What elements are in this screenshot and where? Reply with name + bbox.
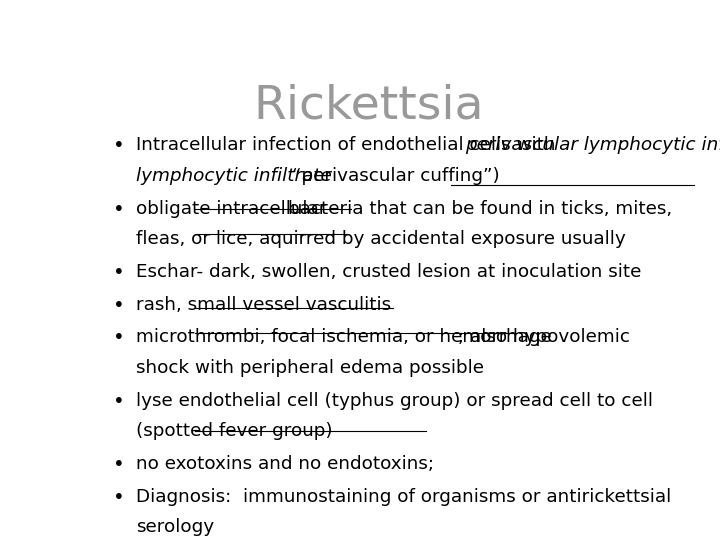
Text: •: •: [114, 488, 125, 507]
Text: •: •: [114, 328, 125, 347]
Text: obligate intracellular: obligate intracellular: [136, 199, 332, 218]
Text: shock with peripheral edema possible: shock with peripheral edema possible: [136, 359, 484, 377]
Text: •: •: [114, 199, 125, 219]
Text: lyse endothelial cell (typhus group) or spread cell to cell: lyse endothelial cell (typhus group) or …: [136, 392, 653, 410]
Text: ; also hypovolemic: ; also hypovolemic: [458, 328, 630, 347]
Text: Rickettsia: Rickettsia: [253, 84, 485, 129]
Text: Eschar- dark, swollen, crusted lesion at inoculation site: Eschar- dark, swollen, crusted lesion at…: [136, 263, 641, 281]
Text: rash, small vessel vasculitis: rash, small vessel vasculitis: [136, 295, 391, 314]
Text: no exotoxins and no endotoxins;: no exotoxins and no endotoxins;: [136, 455, 433, 473]
Text: serology: serology: [136, 518, 214, 536]
Text: lymphocytic infiltrate: lymphocytic infiltrate: [136, 167, 338, 185]
Text: •: •: [114, 392, 125, 410]
Text: perivascular lymphocytic infiltrate: perivascular lymphocytic infiltrate: [465, 136, 720, 154]
Text: •: •: [114, 263, 125, 282]
Text: microthrombi, focal ischemia, or hemorrhage: microthrombi, focal ischemia, or hemorrh…: [136, 328, 552, 347]
Text: bacteria that can be found in ticks, mites,: bacteria that can be found in ticks, mit…: [288, 199, 672, 218]
Text: •: •: [114, 295, 125, 315]
Text: •: •: [114, 136, 125, 156]
Text: fleas, or lice, aquirred by accidental exposure usually: fleas, or lice, aquirred by accidental e…: [136, 230, 626, 248]
Text: “perivascular cuffing”): “perivascular cuffing”): [292, 167, 500, 185]
Text: •: •: [114, 455, 125, 474]
Text: (spotted fever group): (spotted fever group): [136, 422, 333, 440]
Text: Intracellular infection of endothelial cells with: Intracellular infection of endothelial c…: [136, 136, 561, 154]
Text: Diagnosis:  immunostaining of organisms or antirickettsial: Diagnosis: immunostaining of organisms o…: [136, 488, 671, 505]
